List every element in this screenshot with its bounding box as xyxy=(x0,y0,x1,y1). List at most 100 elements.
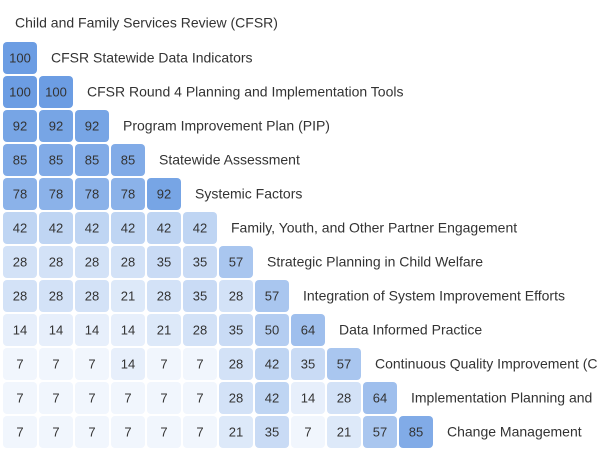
heat-cell xyxy=(3,76,37,108)
cell-value: 14 xyxy=(85,322,99,337)
heat-cell xyxy=(147,382,181,414)
heat-cell xyxy=(3,246,37,278)
cell-value: 7 xyxy=(16,356,23,371)
heat-cell xyxy=(183,348,217,380)
heat-cell xyxy=(39,110,73,142)
heat-cell xyxy=(39,348,73,380)
heat-cell xyxy=(39,246,73,278)
cell-value: 7 xyxy=(304,424,311,439)
cell-value: 35 xyxy=(193,288,207,303)
cell-value: 100 xyxy=(9,84,31,99)
heat-cell xyxy=(255,280,289,312)
heat-cell xyxy=(147,212,181,244)
cell-value: 50 xyxy=(265,322,279,337)
heat-cell xyxy=(147,314,181,346)
heat-cell xyxy=(111,382,145,414)
heat-cell xyxy=(3,382,37,414)
cell-value: 7 xyxy=(124,390,131,405)
heat-cell xyxy=(111,144,145,176)
heat-cell xyxy=(291,348,325,380)
row-label: Strategic Planning in Child Welfare xyxy=(267,254,483,270)
heat-cell xyxy=(255,416,289,448)
heat-cell xyxy=(219,280,253,312)
cell-value: 7 xyxy=(196,356,203,371)
heat-cell xyxy=(327,382,361,414)
heat-cell xyxy=(75,382,109,414)
row-label: Continuous Quality Improvement (C xyxy=(375,356,597,372)
heat-cell xyxy=(147,416,181,448)
cell-value: 100 xyxy=(45,84,67,99)
heat-cell xyxy=(39,416,73,448)
row-label: Systemic Factors xyxy=(195,186,302,202)
cell-value: 100 xyxy=(9,50,31,65)
cell-value: 7 xyxy=(88,356,95,371)
heat-cell xyxy=(291,314,325,346)
row-label: Integration of System Improvement Effort… xyxy=(303,288,565,304)
row-label: Change Management xyxy=(447,424,582,440)
heat-cell xyxy=(75,178,109,210)
heat-cell xyxy=(3,178,37,210)
cell-value: 14 xyxy=(121,356,135,371)
cell-value: 28 xyxy=(85,288,99,303)
heat-cell xyxy=(111,416,145,448)
cell-value: 57 xyxy=(265,288,279,303)
heat-cell xyxy=(147,280,181,312)
cell-value: 78 xyxy=(85,186,99,201)
cell-value: 85 xyxy=(409,424,423,439)
cell-value: 28 xyxy=(49,254,63,269)
row-label: Family, Youth, and Other Partner Engagem… xyxy=(231,220,517,236)
heat-cell xyxy=(75,212,109,244)
cell-value: 14 xyxy=(301,390,315,405)
cell-value: 28 xyxy=(13,288,27,303)
heat-cell xyxy=(3,314,37,346)
heat-cell xyxy=(3,348,37,380)
cell-value: 28 xyxy=(13,254,27,269)
cell-value: 35 xyxy=(265,424,279,439)
row-label: CFSR Statewide Data Indicators xyxy=(51,50,253,66)
cell-value: 21 xyxy=(157,322,171,337)
heat-cell xyxy=(399,416,433,448)
cell-value: 7 xyxy=(88,390,95,405)
heat-cell xyxy=(327,416,361,448)
heat-cell xyxy=(75,280,109,312)
heat-cell xyxy=(39,314,73,346)
heat-cell xyxy=(255,314,289,346)
heat-cell xyxy=(183,212,217,244)
cell-value: 42 xyxy=(157,220,171,235)
heat-cell xyxy=(75,246,109,278)
heat-cell xyxy=(111,280,145,312)
cell-value: 92 xyxy=(13,118,27,133)
heat-cell xyxy=(219,382,253,414)
heat-cell xyxy=(147,178,181,210)
cell-value: 28 xyxy=(157,288,171,303)
cell-value: 85 xyxy=(49,152,63,167)
heat-cell xyxy=(39,76,73,108)
cell-value: 42 xyxy=(121,220,135,235)
heat-cell xyxy=(219,246,253,278)
heat-cell xyxy=(39,280,73,312)
cell-value: 14 xyxy=(13,322,27,337)
cell-value: 57 xyxy=(373,424,387,439)
cell-value: 7 xyxy=(160,356,167,371)
cell-value: 28 xyxy=(49,288,63,303)
heat-cell xyxy=(363,416,397,448)
cell-value: 85 xyxy=(85,152,99,167)
cell-value: 85 xyxy=(13,152,27,167)
cell-value: 28 xyxy=(121,254,135,269)
cell-value: 28 xyxy=(337,390,351,405)
heat-cell xyxy=(75,110,109,142)
heat-cell xyxy=(291,416,325,448)
cell-value: 42 xyxy=(265,390,279,405)
heat-cell xyxy=(111,348,145,380)
heat-cell xyxy=(39,178,73,210)
heat-cell xyxy=(3,110,37,142)
cell-value: 21 xyxy=(337,424,351,439)
row-label: Statewide Assessment xyxy=(159,152,300,168)
heat-cell xyxy=(255,382,289,414)
heat-cell xyxy=(183,280,217,312)
heat-cell xyxy=(183,314,217,346)
cell-value: 28 xyxy=(85,254,99,269)
heat-cell xyxy=(75,144,109,176)
